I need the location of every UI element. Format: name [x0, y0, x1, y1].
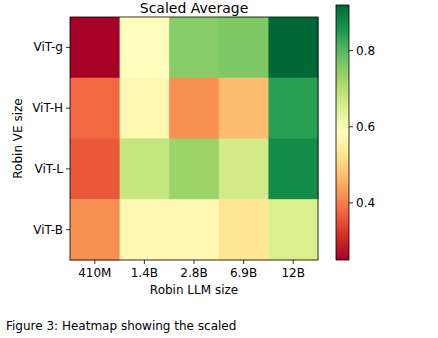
cell — [268, 17, 318, 78]
x-tick-label: 410M — [78, 266, 111, 280]
y-axis-label: Robin VE size — [11, 98, 25, 178]
x-tick-label: 2.8B — [180, 266, 207, 280]
cell — [70, 17, 120, 78]
x-tick — [194, 260, 195, 264]
y-tick — [66, 229, 70, 230]
title: Scaled Average — [140, 0, 249, 16]
y-tick — [66, 47, 70, 48]
cell — [169, 139, 219, 200]
colorbar — [336, 5, 349, 260]
x-tick — [94, 260, 95, 264]
cell — [70, 139, 120, 200]
colorbar-tick-label: 0.8 — [356, 44, 375, 58]
y-tick-label: ViT-B — [33, 223, 63, 237]
cell — [70, 199, 120, 260]
colorbar-tick — [349, 202, 353, 203]
x-tick-label: 12B — [281, 266, 305, 280]
cell — [120, 139, 170, 200]
caption: Figure 3: Heatmap showing the scaled — [6, 319, 236, 333]
x-tick — [144, 260, 145, 264]
y-tick-label: ViT-H — [32, 101, 63, 115]
cell — [268, 199, 318, 260]
cell — [219, 199, 269, 260]
cell — [219, 139, 269, 200]
cells — [70, 17, 319, 261]
y-tick — [66, 168, 70, 169]
y-tick — [66, 108, 70, 109]
x-axis-label: Robin LLM size — [150, 283, 238, 297]
cell — [268, 139, 318, 200]
colorbar-tick — [349, 50, 353, 51]
cell — [70, 78, 120, 139]
cell — [120, 199, 170, 260]
cell — [120, 17, 170, 78]
colorbar-tick — [349, 126, 353, 127]
cell — [120, 78, 170, 139]
x-tick — [243, 260, 244, 264]
cell — [219, 78, 269, 139]
cell — [268, 78, 318, 139]
x-tick-label: 1.4B — [131, 266, 158, 280]
x-tick — [293, 260, 294, 264]
colorbar-tick-label: 0.4 — [356, 196, 375, 210]
y-tick-label: ViT-L — [34, 162, 63, 176]
y-tick-label: ViT-g — [34, 40, 63, 54]
x-tick-label: 6.9B — [230, 266, 257, 280]
plot-frame — [70, 17, 318, 260]
cell — [169, 199, 219, 260]
colorbar-tick-label: 0.6 — [356, 120, 375, 134]
cell — [219, 17, 269, 78]
cell — [169, 78, 219, 139]
chart: Scaled Average 410M 1.4B 2.8B 6.9B 12B ViT-g Vi… — [0, 0, 438, 338]
cell — [169, 17, 219, 78]
